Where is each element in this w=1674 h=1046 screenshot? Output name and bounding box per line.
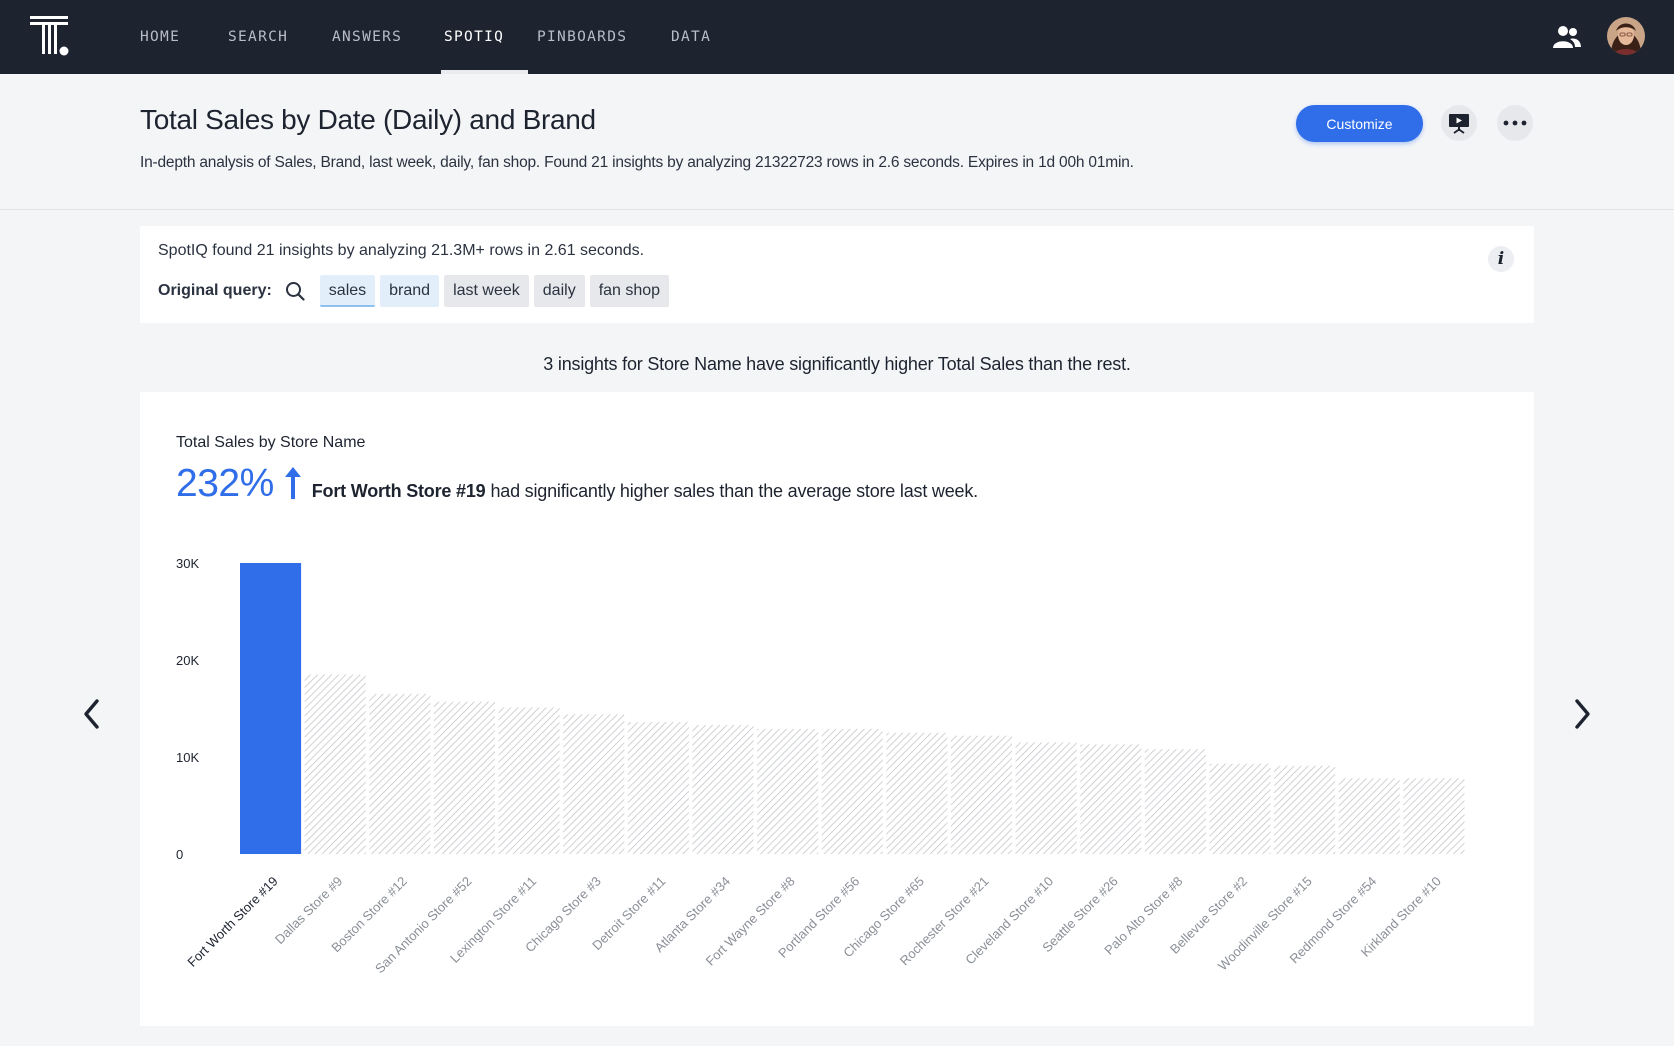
answer-header: Total Sales by Date (Daily) and Brand In… bbox=[0, 74, 1674, 210]
bar[interactable] bbox=[627, 722, 689, 854]
query-token[interactable]: fan shop bbox=[589, 275, 670, 307]
nav-answers[interactable]: ANSWERS bbox=[332, 29, 403, 45]
avatar[interactable] bbox=[1607, 17, 1645, 55]
nav-pinboards[interactable]: PINBOARDS bbox=[537, 29, 628, 45]
x-tick-label: Dallas Store #9 bbox=[272, 874, 345, 947]
insights-heading: 3 insights for Store Name have significa… bbox=[543, 354, 1131, 374]
customize-button[interactable]: Customize bbox=[1296, 105, 1423, 142]
nav-items: HOME SEARCH ANSWERS SPOTIQ PINBOARDS DAT… bbox=[140, 0, 731, 74]
original-query-label: Original query: bbox=[158, 282, 272, 299]
bar[interactable] bbox=[433, 701, 495, 854]
chevron-left-icon[interactable] bbox=[77, 696, 107, 732]
bar[interactable] bbox=[1338, 778, 1400, 854]
bars bbox=[240, 563, 1465, 855]
insight-description: had significantly higher sales than the … bbox=[490, 481, 978, 501]
search-icon bbox=[284, 280, 306, 302]
bar[interactable] bbox=[692, 725, 754, 854]
y-tick-label: 0 bbox=[176, 847, 183, 862]
y-tick-label: 30K bbox=[176, 556, 199, 571]
arrow-up-icon bbox=[284, 467, 301, 499]
summary-text: SpotIQ found 21 insights by analyzing 21… bbox=[158, 242, 645, 259]
query-token[interactable]: sales bbox=[319, 275, 376, 307]
bar[interactable] bbox=[1403, 778, 1465, 854]
bar[interactable] bbox=[304, 674, 366, 855]
nav-spotiq[interactable]: SPOTIQ bbox=[432, 0, 537, 74]
page-title: Total Sales by Date (Daily) and Brand bbox=[140, 104, 596, 135]
bar[interactable] bbox=[563, 714, 625, 854]
presentation-icon bbox=[1449, 114, 1469, 134]
bar[interactable] bbox=[757, 728, 819, 854]
more-button[interactable] bbox=[1497, 105, 1533, 141]
bar[interactable] bbox=[821, 728, 883, 854]
top-nav: HOME SEARCH ANSWERS SPOTIQ PINBOARDS DAT… bbox=[0, 0, 1674, 74]
bar[interactable] bbox=[498, 707, 560, 855]
bar[interactable] bbox=[369, 693, 431, 854]
query-token[interactable]: daily bbox=[533, 275, 585, 307]
chart-title: Total Sales by Store Name bbox=[176, 434, 366, 451]
y-tick-label: 10K bbox=[176, 750, 199, 765]
insight-percent: 232% bbox=[176, 462, 274, 505]
insight-store-name: Fort Worth Store #19 bbox=[311, 481, 486, 501]
original-query: Original query: sales brand last week da… bbox=[158, 275, 674, 307]
more-dots-icon bbox=[1503, 120, 1527, 126]
bar[interactable] bbox=[1015, 742, 1077, 854]
insight-headline: 232% Fort Worth Store #19 had significan… bbox=[176, 462, 978, 506]
bar[interactable] bbox=[240, 563, 302, 854]
y-axis: 0 10K 20K 30K bbox=[176, 556, 199, 862]
chevron-right-icon[interactable] bbox=[1567, 696, 1597, 732]
y-tick-label: 20K bbox=[176, 653, 199, 668]
thoughtspot-logo-icon[interactable] bbox=[28, 14, 74, 60]
bar[interactable] bbox=[1144, 749, 1206, 854]
avatar-image bbox=[1607, 17, 1645, 55]
present-button[interactable] bbox=[1441, 105, 1477, 141]
bar[interactable] bbox=[886, 732, 948, 855]
page-subtitle: In-depth analysis of Sales, Brand, last … bbox=[140, 154, 1134, 171]
bar[interactable] bbox=[1274, 765, 1336, 854]
query-token[interactable]: last week bbox=[444, 275, 529, 307]
bar[interactable] bbox=[950, 735, 1012, 854]
insight-card: Total Sales by Store Name 232% Fort Wort… bbox=[140, 392, 1534, 1026]
nav-home[interactable]: HOME bbox=[140, 29, 181, 45]
users-icon[interactable] bbox=[1553, 24, 1581, 50]
spotiq-summary-card: SpotIQ found 21 insights by analyzing 21… bbox=[140, 226, 1534, 323]
bar[interactable] bbox=[1080, 744, 1142, 854]
nav-data[interactable]: DATA bbox=[671, 29, 712, 45]
info-icon[interactable]: i bbox=[1488, 246, 1514, 272]
bar[interactable] bbox=[1209, 763, 1271, 854]
x-tick-label: Fort Worth Store #19 bbox=[184, 874, 280, 970]
query-token[interactable]: brand bbox=[380, 275, 440, 307]
nav-search[interactable]: SEARCH bbox=[228, 29, 289, 45]
